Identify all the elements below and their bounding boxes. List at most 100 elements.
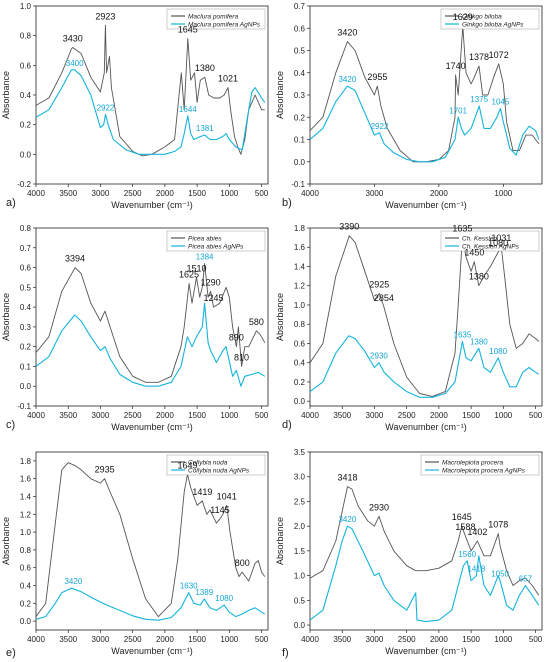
- peak-annotation: 1649: [177, 460, 197, 470]
- peak-annotation: 3394: [65, 254, 85, 264]
- legend-label: Ch. Kesslen AgNPs: [462, 243, 520, 250]
- y-tick-label: 0.2: [20, 121, 32, 130]
- legend-label: Ch. Kesslen: [462, 235, 497, 242]
- y-tick-label: 1.4: [20, 493, 32, 502]
- x-tick-label: 1500: [188, 189, 206, 198]
- x-tick-label: 2500: [124, 635, 142, 644]
- legend-label: Ginkgo biloba: [462, 13, 502, 20]
- peak-annotation: 1629: [453, 12, 473, 22]
- peak-annotation: 1389: [195, 588, 213, 597]
- x-tick-label: 3000: [92, 189, 110, 198]
- x-tick-label: 3500: [59, 635, 77, 644]
- y-tick-label: -0.1: [17, 402, 31, 411]
- x-tick-label: 2500: [398, 635, 416, 644]
- x-tick-label: 3500: [59, 411, 77, 420]
- peak-annotation: 3400: [66, 59, 84, 68]
- peak-annotation: 2955: [367, 72, 387, 82]
- y-axis-title: Absorbance: [1, 517, 11, 565]
- peak-annotation: 1701: [449, 106, 467, 115]
- x-tick-label: 4000: [27, 189, 45, 198]
- x-tick-label: 1000: [220, 411, 238, 420]
- peak-annotation: 2930: [369, 502, 389, 512]
- y-tick-label: 3.0: [294, 473, 306, 482]
- legend-box: [166, 454, 266, 476]
- peak-annotation: 1080: [489, 347, 507, 356]
- y-tick-label: 0.5: [294, 596, 306, 605]
- agnps-spectrum-line: [36, 302, 266, 387]
- peak-annotation: 1080: [488, 238, 508, 248]
- x-tick-label: 500: [529, 635, 543, 644]
- x-tick-label: 4000: [301, 411, 319, 420]
- chart-panel-5: 4000 3500 3000 2500 2000 1500 1000 500 0.0 0.2 0.4…: [1, 451, 269, 659]
- x-tick-label: 4000: [301, 635, 319, 644]
- x-tick-label: 2000: [430, 411, 448, 420]
- peak-annotation: 1290: [201, 277, 221, 287]
- y-tick-label: 0.6: [294, 24, 306, 33]
- x-tick-label: 1000: [220, 189, 238, 198]
- legend-label: Maclura pomifera: [188, 13, 239, 20]
- y-tick-label: 0.8: [20, 546, 32, 555]
- y-tick-label: 1.2: [294, 282, 306, 291]
- y-tick-label: 0.4: [294, 69, 306, 78]
- sample-spectrum-line: [310, 25, 540, 163]
- x-tick-label: 1500: [462, 635, 480, 644]
- agnps-spectrum-line: [310, 335, 540, 398]
- y-tick-label: 0.0: [294, 158, 306, 167]
- y-tick-label: 0.5: [20, 283, 32, 292]
- y-axis-title: Absorbance: [1, 293, 11, 341]
- legend-label: Maclura pomifera AgNPs: [188, 21, 261, 28]
- peak-annotation: 1031: [491, 233, 511, 243]
- x-tick-label: 1500: [462, 411, 480, 420]
- peak-annotation: 1145: [210, 505, 229, 515]
- y-tick-label: 0.4: [20, 303, 32, 312]
- x-tick-label: 2500: [124, 189, 142, 198]
- x-tick-label: 1000: [494, 411, 512, 420]
- x-tick-label: 3500: [333, 635, 351, 644]
- y-tick-label: 1.6: [20, 475, 32, 484]
- y-tick-label: 0.3: [20, 323, 32, 332]
- peak-annotation: 3420: [338, 515, 356, 524]
- peak-annotation: 1080: [215, 594, 233, 603]
- y-tick-label: 0.8: [20, 224, 32, 233]
- chart-panel-2: 4000 3000 2000 1000 -0.1 0.0 0.1 0.2 0.3 0.4 0.5 0.…: [275, 2, 543, 210]
- peak-annotation: 1450: [464, 248, 484, 258]
- peak-annotation: 3418: [337, 473, 357, 483]
- peak-annotation: 1644: [179, 105, 197, 114]
- peak-annotation: 3420: [64, 577, 82, 586]
- x-axis-title: Wavenumber (cm⁻¹): [385, 200, 466, 210]
- y-tick-label: 3.5: [294, 448, 306, 457]
- y-tick-label: 0.6: [20, 264, 32, 273]
- peak-annotation: 800: [235, 558, 250, 568]
- chart-panel-1: 4000 3500 3000 2500 2000 1500 1000 500 -0.2 0.0 0.…: [1, 2, 269, 210]
- chart-panel-4: 4000 3500 3000 2500 2000 1500 1000 500 0.0 0.2 0.4…: [275, 222, 543, 432]
- peak-annotation: 1510: [186, 263, 206, 273]
- peak-annotation: 1375: [470, 95, 488, 104]
- plot-frame: [309, 451, 543, 631]
- y-tick-label: 0.0: [294, 621, 306, 630]
- panel-label: c): [6, 419, 15, 431]
- y-tick-label: 1.4: [294, 262, 306, 271]
- peak-annotation: 1045: [492, 97, 510, 106]
- peak-annotation: 580: [249, 317, 264, 327]
- plot-frame: [35, 227, 269, 407]
- peak-annotation: 1419: [192, 487, 212, 497]
- legend-box: [440, 230, 540, 252]
- peak-annotation: 1630: [180, 582, 198, 591]
- legend-box: [420, 454, 540, 476]
- peak-annotation: 1078: [488, 520, 508, 530]
- x-axis-title: Wavenumber (cm⁻¹): [111, 422, 192, 432]
- peak-annotation: 1381: [196, 124, 214, 133]
- peak-annotation: 1635: [452, 224, 472, 234]
- peak-annotation: 3420: [337, 28, 357, 38]
- y-tick-label: 1.0: [294, 301, 306, 310]
- peak-annotation: 1021: [218, 74, 238, 84]
- x-axis-title: Wavenumber (cm⁻¹): [111, 646, 192, 656]
- y-tick-label: 0.7: [20, 244, 32, 253]
- peak-annotation: 2930: [370, 352, 388, 361]
- peak-annotation: 810: [234, 352, 249, 362]
- x-tick-label: 500: [529, 411, 543, 420]
- chart-panel-3: 4000 3500 3000 2500 2000 1500 1000 500 -0.1 0.0 0.…: [1, 224, 269, 432]
- peak-annotation: 2854: [374, 293, 394, 303]
- y-tick-label: 0.4: [20, 91, 32, 100]
